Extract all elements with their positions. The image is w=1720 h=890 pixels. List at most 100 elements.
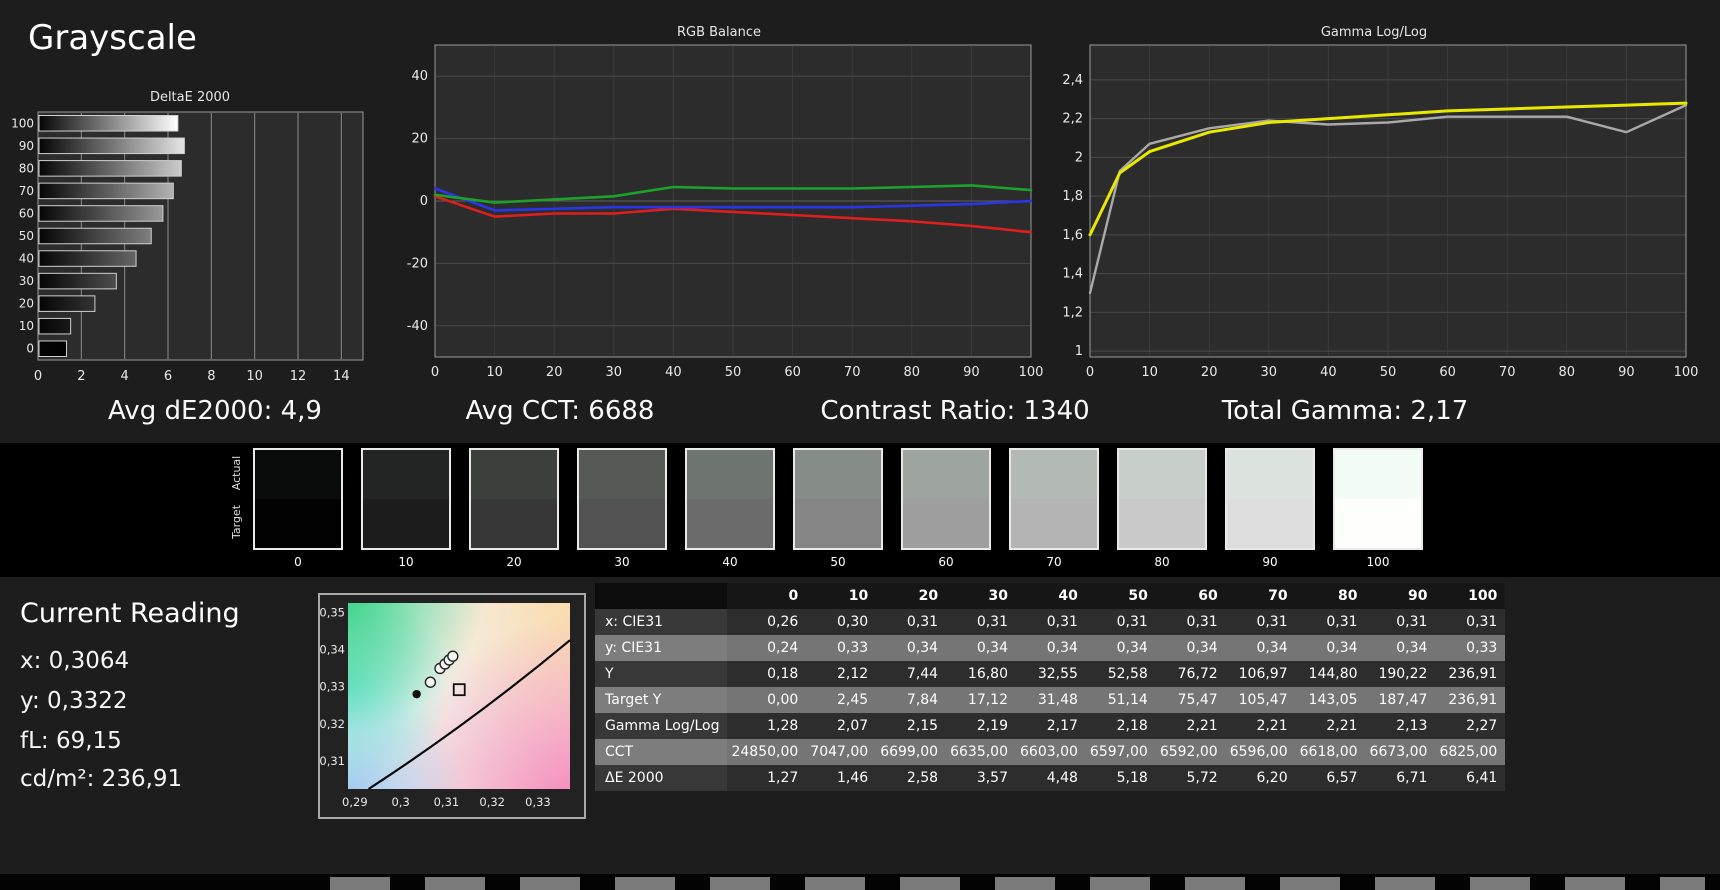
y-tick-label: 20 xyxy=(411,132,428,147)
table-cell: 6,41 xyxy=(1435,765,1506,791)
column-header-70: 70 xyxy=(1225,583,1296,609)
red-balance-line xyxy=(433,195,1033,234)
x-tick-label: 80 xyxy=(904,365,921,380)
actual-patch xyxy=(363,450,449,499)
avg-de2000-stat: Avg dE2000: 4,9 xyxy=(108,396,322,426)
table-header-row: 0 10 20 30 40 50 60 70 80 90 100 xyxy=(595,583,1506,609)
x-tick-label: 10 xyxy=(1141,365,1158,380)
grayscale-swatch-20 xyxy=(469,448,559,550)
x-tick-label: 6 xyxy=(164,369,172,384)
table-cell: 236,91 xyxy=(1435,687,1506,713)
table-cell: 106,97 xyxy=(1225,661,1296,687)
column-header-100: 100 xyxy=(1435,583,1506,609)
y-tick-label: 20 xyxy=(19,297,34,311)
measured-point-circle xyxy=(424,676,437,688)
table-row: x: CIE31 0,26 0,30 0,31 0,31 0,31 0,31 0,31 0,31… xyxy=(595,609,1506,635)
y-tick-label: 1,6 xyxy=(1062,228,1083,243)
grayscale-swatch-80 xyxy=(1117,448,1207,550)
y-tick-label: 0 xyxy=(26,342,34,356)
table-cell: 2,21 xyxy=(1155,713,1226,739)
table-cell: 0,00 xyxy=(727,687,807,713)
target-patch xyxy=(903,499,989,548)
table-cell: 2,17 xyxy=(1016,713,1086,739)
x-tick-label: 0,32 xyxy=(479,795,505,809)
x-tick-label: 90 xyxy=(1618,365,1635,380)
y-tick-label: 50 xyxy=(19,229,34,243)
deltae-chart-title: DeltaE 2000 xyxy=(149,90,231,105)
table-cell: 2,27 xyxy=(1435,713,1506,739)
table-cell: 52,58 xyxy=(1085,661,1156,687)
actual-patch xyxy=(255,450,341,499)
y-tick-label: 0,34 xyxy=(320,643,345,657)
actual-patch xyxy=(1335,450,1421,499)
swatch-step-label: 60 xyxy=(938,555,954,569)
target-patch xyxy=(1227,499,1313,548)
x-tick-label: 4 xyxy=(121,369,129,384)
table-cell: 2,15 xyxy=(876,713,947,739)
column-header-30: 30 xyxy=(946,583,1016,609)
total-gamma-stat: Total Gamma: 2,17 xyxy=(1221,396,1469,426)
swatch-step-label: 80 xyxy=(1154,555,1170,569)
table-cell: 5,18 xyxy=(1085,765,1156,791)
deltae-bar xyxy=(38,137,185,155)
table-cell: 0,31 xyxy=(1016,609,1086,635)
actual-patch xyxy=(903,450,989,499)
grayscale-swatch-60 xyxy=(901,448,991,550)
deltae-bar xyxy=(38,115,179,132)
table-cell: 0,34 xyxy=(1295,635,1366,661)
x-tick-label: 60 xyxy=(1439,365,1456,380)
x-tick-label: 0,33 xyxy=(525,795,551,809)
measurement-table: 0 10 20 30 40 50 60 70 80 90 100 x: CIE31 0,26 0,30 0,… xyxy=(595,583,1506,791)
column-header-50: 50 xyxy=(1085,583,1156,609)
x-tick-label: 30 xyxy=(1261,365,1278,380)
table-cell: 0,31 xyxy=(1365,609,1436,635)
deltae-bar xyxy=(38,182,174,200)
table-cell: 0,34 xyxy=(946,635,1016,661)
table-cell: 6603,00 xyxy=(1016,739,1086,765)
y-tick-label: 0,31 xyxy=(320,754,345,768)
target-patch xyxy=(471,499,557,548)
gamma-chart-title: Gamma Log/Log xyxy=(1320,25,1428,40)
cie-scatter-overlay: 0,35 0,34 0,33 0,32 0,31 0,29 0,3 0,31 0,32 0,33 xyxy=(320,605,571,809)
x-tick-label: 90 xyxy=(963,365,980,380)
table-cell: 4,48 xyxy=(1016,765,1086,791)
table-cell: 144,80 xyxy=(1295,661,1366,687)
table-cell: 6,57 xyxy=(1295,765,1366,791)
table-cell: 0,34 xyxy=(1365,635,1436,661)
table-cell: 0,34 xyxy=(876,635,947,661)
x-tick-label: 0 xyxy=(1086,365,1094,380)
x-tick-label: 100 xyxy=(1674,365,1698,380)
x-tick-label: 30 xyxy=(606,365,623,380)
x-tick-label: 100 xyxy=(1019,365,1043,380)
deltae-bar xyxy=(38,340,68,357)
y-tick-label: 0,33 xyxy=(320,680,345,694)
table-cell: 0,31 xyxy=(1155,609,1226,635)
cie-chromaticity-widget: 0,35 0,34 0,33 0,32 0,31 0,29 0,3 0,31 0,32 0,33 xyxy=(318,593,586,819)
table-cell: 6,71 xyxy=(1365,765,1436,791)
x-tick-label: 70 xyxy=(1499,365,1516,380)
table-cell: 5,72 xyxy=(1155,765,1226,791)
table-cell: 7,44 xyxy=(876,661,947,687)
target-axis-label: Target xyxy=(230,504,243,540)
y-tick-label: 90 xyxy=(19,139,34,153)
table-cell: 0,34 xyxy=(1225,635,1296,661)
rgb-balance-panel: RGB Balance 0 10 20 30 40 50 60 70 80 90 100 40 20 0 -… xyxy=(395,25,1044,387)
cropped-next-row xyxy=(0,874,1720,890)
deltae-bar xyxy=(38,317,72,335)
table-cell: 7,84 xyxy=(876,687,947,713)
target-square-marker xyxy=(452,683,466,697)
table-cell: 187,47 xyxy=(1365,687,1436,713)
swatch-step-label: 0 xyxy=(294,555,302,569)
row-label: CCT xyxy=(595,739,728,765)
y-tick-label: 30 xyxy=(19,274,34,288)
actual-patch xyxy=(579,450,665,499)
x-tick-label: 2 xyxy=(77,369,85,384)
row-label: Gamma Log/Log xyxy=(595,713,728,739)
table-cell: 2,19 xyxy=(946,713,1016,739)
table-row: Y 0,18 2,12 7,44 16,80 32,55 52,58 76,72 106,97 1… xyxy=(595,661,1506,687)
x-tick-label: 40 xyxy=(665,365,682,380)
actual-patch xyxy=(795,450,881,499)
column-header-0: 0 xyxy=(727,583,807,609)
y-tick-label: 1,8 xyxy=(1062,189,1083,204)
